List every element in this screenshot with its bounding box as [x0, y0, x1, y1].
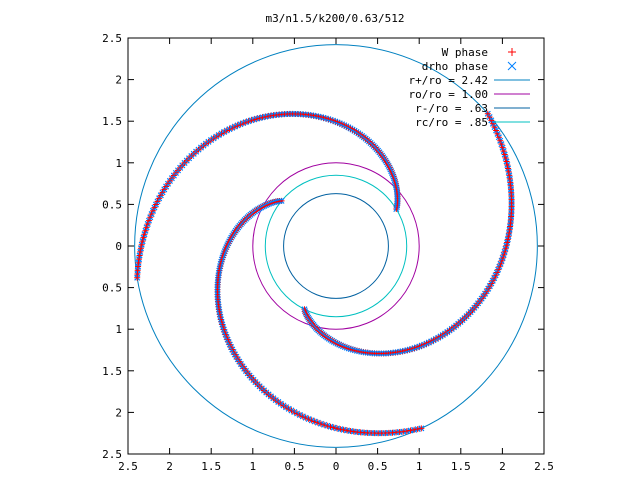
y-tick-label: 2 — [115, 74, 122, 87]
x-tick-label: 2 — [499, 460, 506, 473]
y-tick-label: 1 — [115, 323, 122, 336]
y-tick-label: 1.5 — [102, 365, 122, 378]
w-point — [403, 428, 410, 435]
w-point — [347, 428, 354, 435]
axes: 2.5 2 1.5 1 0.5 0 0.5 1 1.5 2 2.52.521.510.500.511… — [102, 32, 554, 473]
x-tick-label: 2.5 — [118, 460, 138, 473]
circle-r-ro — [283, 193, 389, 299]
phase-points — [134, 110, 515, 437]
reference-circles — [134, 44, 538, 448]
circle-rcro — [264, 174, 408, 318]
y-tick-label: 0.5 — [102, 282, 122, 295]
circle-roro — [252, 162, 420, 330]
w-point — [400, 428, 407, 435]
x-tick-label: 0.5 — [284, 460, 304, 473]
x-tick-label: 2 — [166, 460, 173, 473]
w-point — [136, 256, 143, 263]
x-tick-label: 0.5 — [368, 460, 388, 473]
y-tick-label: 1.5 — [102, 115, 122, 128]
x-tick-label: 1 — [416, 460, 423, 473]
chart-title: m3/n1.5/k200/0.63/512 — [265, 12, 404, 25]
circle-r+ro — [134, 44, 538, 448]
legend-label: ro/ro = 1.00 — [409, 88, 488, 101]
w-point — [484, 110, 491, 117]
legend-label: r-/ro = .63 — [415, 102, 488, 115]
w-point — [418, 425, 425, 432]
w-point — [506, 172, 513, 179]
legend-label: rc/ro = .85 — [415, 116, 488, 129]
x-tick-label: 1 — [249, 460, 256, 473]
legend-label: r+/ro = 2.42 — [409, 74, 488, 87]
y-tick-label: 2.5 — [102, 32, 122, 45]
x-tick-label: 1.5 — [201, 460, 221, 473]
y-tick-label: 0 — [115, 240, 122, 253]
y-tick-label: 2.5 — [102, 448, 122, 461]
y-tick-label: 0.5 — [102, 198, 122, 211]
w-point — [137, 248, 144, 255]
x-tick-label: 1.5 — [451, 460, 471, 473]
y-tick-label: 2 — [115, 406, 122, 419]
legend-marker-plus — [508, 48, 516, 56]
w-point — [506, 175, 513, 182]
w-point — [137, 245, 144, 252]
legend-label: drho phase — [422, 60, 488, 73]
y-tick-label: 1 — [115, 157, 122, 170]
w-point — [136, 252, 143, 259]
w-point — [134, 274, 141, 281]
w-point — [407, 427, 414, 434]
legend-label: W phase — [442, 46, 488, 59]
legend-marker-x — [507, 61, 517, 71]
x-tick-label: 0 — [333, 460, 340, 473]
x-tick-label: 2.5 — [534, 460, 554, 473]
w-point — [411, 426, 418, 433]
